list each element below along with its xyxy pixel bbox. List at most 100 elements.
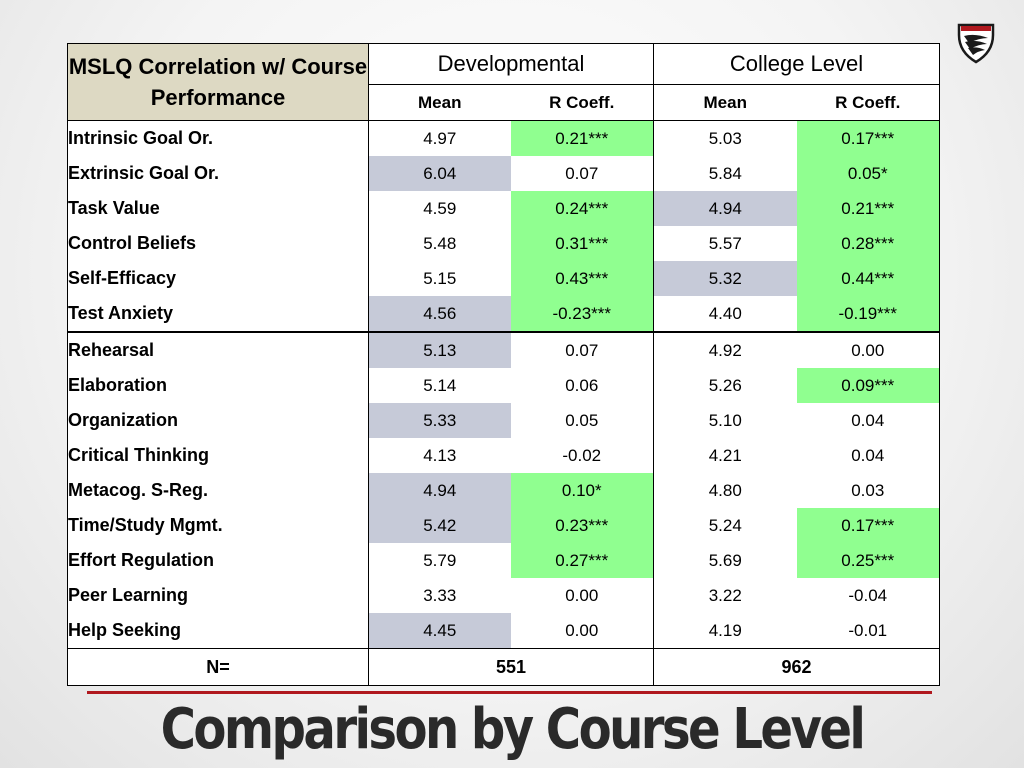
dev-r-coeff-cell: 0.06 xyxy=(510,368,654,403)
dev-r-coeff-cell: 0.27*** xyxy=(510,543,654,578)
dev-mean-cell: 5.14 xyxy=(368,368,511,403)
row-label: Effort Regulation xyxy=(67,543,369,578)
sample-size-label: N= xyxy=(67,648,369,686)
mslq-correlation-table: MSLQ Correlation w/ Course Performance D… xyxy=(67,43,940,686)
college-r-coeff-cell: 0.04 xyxy=(796,403,940,438)
row-label: Organization xyxy=(67,403,369,438)
dev-r-coeff-cell: 0.43*** xyxy=(510,261,654,296)
title-divider xyxy=(87,691,932,694)
college-r-coeff-cell: 0.17*** xyxy=(796,120,940,156)
table-title-cell: MSLQ Correlation w/ Course Performance xyxy=(67,43,369,121)
dev-mean-cell: 6.04 xyxy=(368,156,511,191)
dev-mean-cell: 5.79 xyxy=(368,543,511,578)
table-row: Extrinsic Goal Or. 6.04 0.07 5.84 0.05* xyxy=(67,156,940,191)
college-mean-cell: 5.84 xyxy=(653,156,797,191)
college-r-coeff-cell: 0.25*** xyxy=(796,543,940,578)
college-mean-cell: 4.92 xyxy=(653,331,797,368)
row-label: Extrinsic Goal Or. xyxy=(67,156,369,191)
college-r-coeff-cell: 0.28*** xyxy=(796,226,940,261)
table-row: Self-Efficacy 5.15 0.43*** 5.32 0.44*** xyxy=(67,261,940,296)
college-level-group-header: College Level xyxy=(653,43,940,85)
row-label: Task Value xyxy=(67,191,369,226)
college-mean-cell: 4.94 xyxy=(653,191,797,226)
dev-r-coeff-cell: 0.07 xyxy=(510,331,654,368)
college-r-coeff-cell: 0.04 xyxy=(796,438,940,473)
college-r-coeff-header: R Coeff. xyxy=(796,84,940,121)
row-label: Control Beliefs xyxy=(67,226,369,261)
dev-r-coeff-cell: 0.24*** xyxy=(510,191,654,226)
dev-mean-cell: 4.59 xyxy=(368,191,511,226)
slide-title: Comparison by Course Level xyxy=(160,697,866,762)
row-label: Self-Efficacy xyxy=(67,261,369,296)
dev-mean-cell: 4.97 xyxy=(368,120,511,156)
college-mean-cell: 4.40 xyxy=(653,296,797,332)
dev-mean-cell: 5.13 xyxy=(368,331,511,368)
table-row: Organization 5.33 0.05 5.10 0.04 xyxy=(67,403,940,438)
dev-mean-cell: 5.15 xyxy=(368,261,511,296)
college-mean-cell: 5.32 xyxy=(653,261,797,296)
table-row: Control Beliefs 5.48 0.31*** 5.57 0.28**… xyxy=(67,226,940,261)
dev-mean-cell: 5.42 xyxy=(368,508,511,543)
college-r-coeff-cell: -0.19*** xyxy=(796,296,940,332)
table-row: Elaboration 5.14 0.06 5.26 0.09*** xyxy=(67,368,940,403)
developmental-n-value: 551 xyxy=(368,648,654,686)
row-label: Peer Learning xyxy=(67,578,369,613)
table-row: Critical Thinking 4.13 -0.02 4.21 0.04 xyxy=(67,438,940,473)
row-label: Critical Thinking xyxy=(67,438,369,473)
table-row: Peer Learning 3.33 0.00 3.22 -0.04 xyxy=(67,578,940,613)
table-row: Test Anxiety 4.56 -0.23*** 4.40 -0.19*** xyxy=(67,296,940,332)
dev-r-coeff-cell: 0.05 xyxy=(510,403,654,438)
college-mean-cell: 5.24 xyxy=(653,508,797,543)
dev-r-coeff-cell: -0.23*** xyxy=(510,296,654,332)
row-label: Rehearsal xyxy=(67,331,369,368)
table-row: Effort Regulation 5.79 0.27*** 5.69 0.25… xyxy=(67,543,940,578)
row-label: Elaboration xyxy=(67,368,369,403)
table-row: Help Seeking 4.45 0.00 4.19 -0.01 xyxy=(67,613,940,649)
college-n-value: 962 xyxy=(653,648,940,686)
college-r-coeff-cell: 0.09*** xyxy=(796,368,940,403)
dev-mean-cell: 4.13 xyxy=(368,438,511,473)
college-mean-cell: 4.80 xyxy=(653,473,797,508)
table-row: Intrinsic Goal Or. 4.97 0.21*** 5.03 0.1… xyxy=(67,120,940,156)
developmental-group-header: Developmental xyxy=(368,43,654,85)
dev-r-coeff-cell: 0.31*** xyxy=(510,226,654,261)
college-mean-cell: 5.03 xyxy=(653,120,797,156)
dev-mean-cell: 4.94 xyxy=(368,473,511,508)
dev-r-coeff-cell: 0.10* xyxy=(510,473,654,508)
table-row: Time/Study Mgmt. 5.42 0.23*** 5.24 0.17*… xyxy=(67,508,940,543)
college-mean-cell: 5.10 xyxy=(653,403,797,438)
dev-r-coeff-cell: -0.02 xyxy=(510,438,654,473)
college-mean-header: Mean xyxy=(653,84,797,121)
row-label: Time/Study Mgmt. xyxy=(67,508,369,543)
dev-r-coeff-cell: 0.07 xyxy=(510,156,654,191)
college-mean-cell: 5.57 xyxy=(653,226,797,261)
college-r-coeff-cell: -0.01 xyxy=(796,613,940,649)
college-r-coeff-cell: 0.21*** xyxy=(796,191,940,226)
college-r-coeff-cell: 0.17*** xyxy=(796,508,940,543)
table-row: Rehearsal 5.13 0.07 4.92 0.00 xyxy=(67,331,940,368)
dev-mean-cell: 4.56 xyxy=(368,296,511,332)
row-label: Metacog. S-Reg. xyxy=(67,473,369,508)
college-mean-cell: 5.26 xyxy=(653,368,797,403)
row-label: Intrinsic Goal Or. xyxy=(67,120,369,156)
row-label: Help Seeking xyxy=(67,613,369,649)
college-r-coeff-cell: 0.00 xyxy=(796,331,940,368)
college-r-coeff-cell: 0.44*** xyxy=(796,261,940,296)
college-r-coeff-cell: 0.03 xyxy=(796,473,940,508)
row-label: Test Anxiety xyxy=(67,296,369,332)
college-mean-cell: 4.21 xyxy=(653,438,797,473)
college-r-coeff-cell: -0.04 xyxy=(796,578,940,613)
dev-mean-cell: 4.45 xyxy=(368,613,511,649)
table-row: Task Value 4.59 0.24*** 4.94 0.21*** xyxy=(67,191,940,226)
dev-mean-cell: 3.33 xyxy=(368,578,511,613)
developmental-mean-header: Mean xyxy=(368,84,511,121)
college-mean-cell: 3.22 xyxy=(653,578,797,613)
college-mean-cell: 4.19 xyxy=(653,613,797,649)
college-mean-cell: 5.69 xyxy=(653,543,797,578)
dev-mean-cell: 5.33 xyxy=(368,403,511,438)
dev-mean-cell: 5.48 xyxy=(368,226,511,261)
wing-emblem-icon xyxy=(957,23,995,64)
table-row: Metacog. S-Reg. 4.94 0.10* 4.80 0.03 xyxy=(67,473,940,508)
dev-r-coeff-cell: 0.00 xyxy=(510,613,654,649)
dev-r-coeff-cell: 0.00 xyxy=(510,578,654,613)
